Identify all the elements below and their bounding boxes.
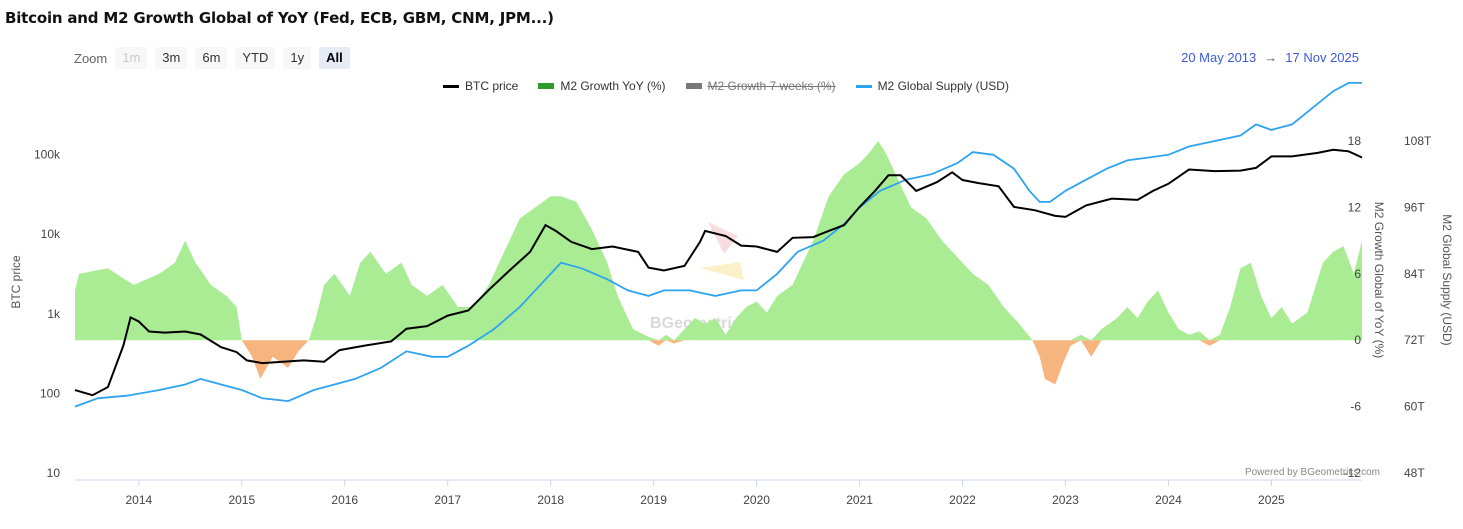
- m2-supply-axis-tick-label: 84T: [1404, 267, 1425, 281]
- zoom-label: Zoom: [74, 50, 108, 66]
- legend-label: BTC price: [465, 79, 519, 93]
- x-axis-tick-label: 2025: [1258, 493, 1285, 507]
- range-arrow: →: [1264, 50, 1278, 65]
- m2-supply-axis-title: M2 Global Supply (USD): [1440, 214, 1454, 345]
- zoom-1y-button[interactable]: 1y: [283, 47, 312, 69]
- m2-supply-axis-tick-label: 108T: [1404, 134, 1432, 148]
- legend-line-icon: [855, 84, 872, 88]
- btc-axis-tick-label: 1k: [47, 307, 61, 321]
- m2-growth-axis-tick-label: 0: [1354, 333, 1361, 347]
- btc-axis-tick-label: 100k: [34, 148, 61, 162]
- m2-growth-axis-tick-label: -12: [1344, 466, 1362, 480]
- x-axis-tick-label: 2015: [228, 493, 255, 507]
- m2-growth-positive-area[interactable]: [75, 141, 1362, 341]
- x-axis-tick-label: 2019: [640, 493, 667, 507]
- m2-supply-line[interactable]: [74, 82, 1362, 408]
- zoom-all-button[interactable]: All: [319, 47, 350, 69]
- zoom-selector: Zoom 1m 3m 6m YTD 1y All: [74, 47, 358, 69]
- x-axis-tick-label: 2023: [1052, 493, 1079, 507]
- date-range: 20 May 2013 → 17 Nov 2025: [1181, 50, 1359, 65]
- zoom-6m-button[interactable]: 6m: [195, 47, 228, 69]
- x-axis-tick-label: 2014: [125, 493, 152, 507]
- m2-supply-axis-tick-label: 48T: [1404, 466, 1425, 480]
- btc-axis-tick-label: 10k: [41, 227, 61, 241]
- x-axis-tick-label: 2020: [743, 493, 770, 507]
- watermark-logo-icon: [700, 262, 744, 280]
- range-to-input[interactable]: 17 Nov 2025: [1285, 50, 1359, 65]
- btc-axis-tick-label: 10: [47, 466, 61, 480]
- legend-item-m2-growth-7-weeks[interactable]: M2 Growth 7 weeks (%): [685, 79, 836, 93]
- btc-axis-tick-label: 100: [40, 386, 60, 400]
- legend-label: M2 Global Supply (USD): [877, 79, 1009, 93]
- x-axis-tick-label: 2016: [331, 493, 358, 507]
- m2-growth-axis-title: M2 Growth Global of YoY (%): [1372, 202, 1386, 359]
- btc-price-line[interactable]: [74, 148, 1363, 397]
- x-axis-tick-label: 2017: [434, 493, 461, 507]
- legend-label: M2 Growth 7 weeks (%): [707, 79, 836, 93]
- zoom-3m-button[interactable]: 3m: [155, 47, 188, 69]
- x-axis-tick-label: 2024: [1155, 493, 1182, 507]
- legend-item-btc-price[interactable]: BTC price: [443, 79, 518, 93]
- m2-growth-axis-tick-label: 18: [1348, 134, 1362, 148]
- credits-link[interactable]: Powered by BGeometrics.com: [1244, 467, 1380, 478]
- x-axis-tick-label: 2022: [949, 493, 976, 507]
- legend-item-m2-growth-yoy[interactable]: M2 Growth YoY (%): [538, 79, 666, 93]
- legend-item-m2-global-supply[interactable]: M2 Global Supply (USD): [855, 79, 1009, 93]
- legend-label: M2 Growth YoY (%): [560, 79, 666, 93]
- x-axis-tick-label: 2018: [537, 493, 564, 507]
- zoom-1m-button[interactable]: 1m: [115, 47, 148, 69]
- range-from-input[interactable]: 20 May 2013: [1181, 50, 1257, 65]
- m2-supply-axis-tick-label: 60T: [1404, 400, 1425, 414]
- m2-growth-axis-tick-label: 6: [1354, 267, 1361, 281]
- legend-area-icon: [685, 83, 702, 89]
- chart-legend: BTC price M2 Growth YoY (%) M2 Growth 7 …: [443, 79, 1009, 93]
- m2-growth-negative-area[interactable]: [75, 340, 1362, 385]
- legend-area-icon: [538, 83, 555, 89]
- m2-supply-axis-tick-label: 72T: [1404, 333, 1425, 347]
- m2-growth-axis-tick-label: 12: [1348, 200, 1362, 214]
- btc-axis-title: BTC price: [9, 255, 23, 309]
- legend-line-icon: [443, 84, 459, 88]
- watermark-logo-icon: [708, 222, 738, 254]
- chart-title: Bitcoin and M2 Growth Global of YoY (Fed…: [5, 9, 554, 27]
- x-axis-tick-label: 2021: [846, 493, 873, 507]
- m2-supply-axis-tick-label: 96T: [1404, 200, 1425, 214]
- m2-growth-axis-tick-label: -6: [1350, 400, 1361, 414]
- zoom-ytd-button[interactable]: YTD: [235, 47, 276, 69]
